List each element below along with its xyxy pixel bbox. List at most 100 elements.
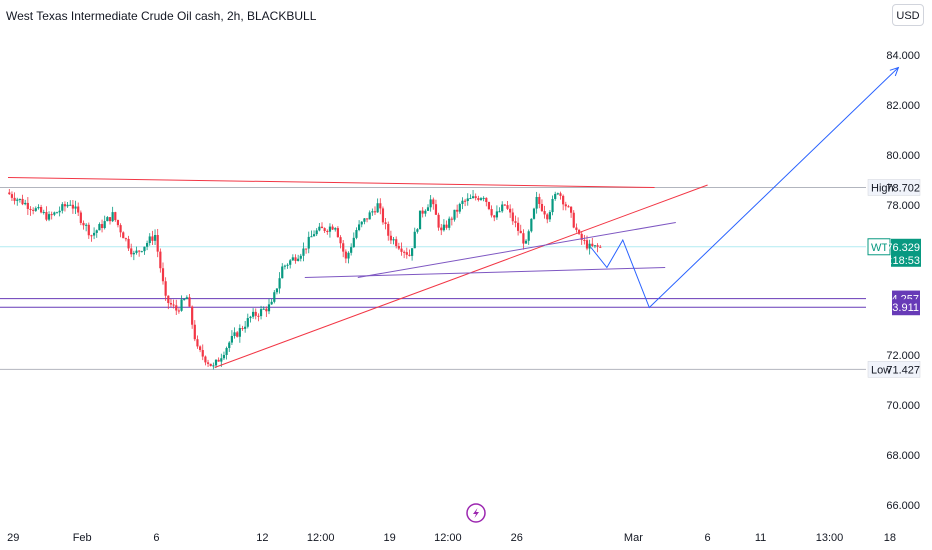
candle (469, 194, 472, 200)
candle (434, 199, 438, 215)
candle-body (442, 224, 445, 231)
candle-body (522, 233, 525, 244)
candle (153, 229, 157, 246)
candle-body (275, 288, 279, 293)
candle-body (368, 212, 371, 220)
candle-body (71, 204, 74, 209)
candle (114, 211, 117, 222)
candle (588, 239, 591, 255)
time-tick-label: 29 (7, 532, 19, 544)
candle (244, 320, 247, 333)
candle (554, 191, 557, 201)
candle-body (532, 208, 536, 219)
candle (98, 222, 101, 231)
candle-body (437, 214, 440, 228)
candle-body (167, 295, 170, 304)
candle (580, 231, 583, 245)
candle-body (514, 221, 517, 223)
price-tick-label: 66.000 (886, 500, 920, 512)
grid (0, 55, 866, 505)
candle (37, 204, 40, 210)
candle (130, 243, 133, 258)
candle-body (74, 206, 77, 209)
candle-body (429, 199, 432, 208)
candle (450, 216, 453, 226)
candle-body (79, 212, 82, 223)
candle-body (559, 193, 562, 196)
candle (323, 227, 326, 234)
candle-body (265, 308, 268, 312)
candle-body (453, 209, 456, 220)
candle-body (45, 211, 48, 220)
price-tag-value: 71.427 (886, 364, 920, 376)
candle-body (318, 226, 321, 231)
candle (196, 335, 199, 349)
candle-body (103, 221, 106, 229)
candle (485, 197, 488, 207)
candle (172, 299, 175, 309)
price-tick-label: 78.000 (886, 200, 920, 212)
candle (161, 262, 165, 285)
candle (445, 220, 448, 230)
candle-body (153, 235, 157, 241)
price-tick-label: 84.000 (886, 50, 920, 62)
candle-body (164, 281, 167, 296)
candle (74, 200, 77, 214)
candle (509, 204, 512, 218)
candle-body (95, 230, 98, 233)
candle-body (37, 207, 40, 209)
candle (400, 242, 403, 256)
candle-body (273, 292, 276, 302)
price-tick-label: 80.000 (886, 150, 920, 162)
candle (246, 313, 249, 329)
candle-body (100, 224, 104, 229)
candle (503, 204, 506, 206)
candle-body (119, 225, 122, 233)
candle-body (209, 363, 212, 367)
candle-body (127, 238, 130, 249)
candle (551, 195, 554, 216)
candle-body (373, 211, 377, 213)
candle-body (511, 212, 514, 222)
candle-body (130, 248, 133, 255)
price-tag-value: 78.702 (886, 182, 920, 194)
candle (159, 248, 162, 273)
candle-body (326, 230, 329, 232)
candle (570, 206, 573, 218)
time-tick-label: 18 (884, 532, 896, 544)
candle (464, 198, 467, 207)
candle-body (21, 198, 24, 205)
candle (408, 249, 411, 257)
candle-body (246, 318, 249, 327)
candle-body (577, 229, 581, 234)
candle-body (466, 198, 469, 202)
candle (543, 205, 546, 219)
candle (201, 344, 204, 361)
candle-body (315, 230, 318, 235)
candle (519, 224, 522, 234)
candle-body (8, 192, 11, 195)
candle-body (331, 226, 334, 230)
lightning-icon[interactable] (466, 503, 486, 523)
candle-body (151, 236, 154, 241)
candle-body (69, 204, 72, 206)
candle (471, 190, 475, 199)
candle (599, 244, 602, 248)
candle-body (310, 236, 313, 238)
candle (95, 229, 98, 238)
candle-body (312, 234, 316, 237)
candle-body (106, 217, 109, 222)
candle (267, 298, 271, 315)
candle-body (503, 204, 506, 206)
currency-button[interactable]: USD (892, 4, 924, 26)
candle (591, 237, 594, 248)
candle (50, 211, 53, 220)
candle (47, 211, 51, 222)
candle (249, 315, 252, 323)
candle (416, 228, 419, 234)
price-tick-label: 72.000 (886, 350, 920, 362)
candle-body (16, 199, 19, 201)
candle (540, 199, 544, 213)
